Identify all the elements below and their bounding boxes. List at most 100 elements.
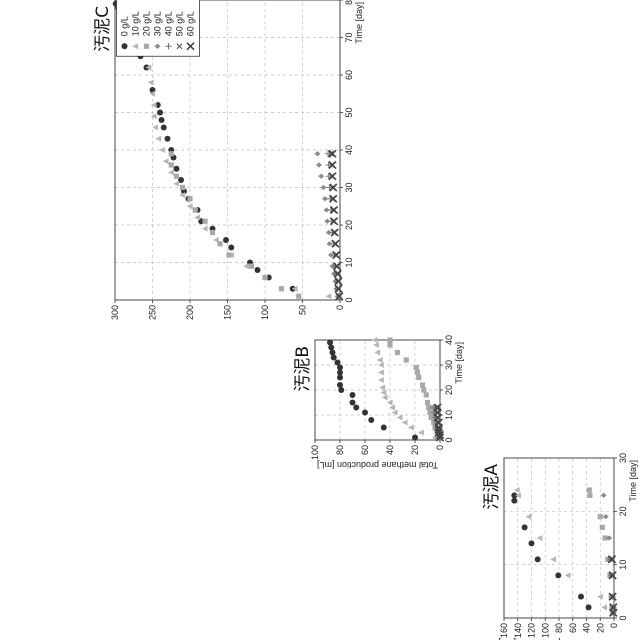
data-point xyxy=(522,524,528,530)
data-point xyxy=(223,237,229,243)
data-point xyxy=(418,430,424,436)
data-point xyxy=(193,207,198,212)
data-point xyxy=(586,604,592,610)
data-point xyxy=(350,400,356,406)
y-tick-label: 20 xyxy=(595,623,605,633)
data-point xyxy=(374,350,380,356)
panel-title: 汚泥A xyxy=(482,464,502,510)
data-point xyxy=(159,147,165,153)
data-point xyxy=(598,514,603,519)
x-tick-label: 20 xyxy=(344,220,354,230)
data-point xyxy=(316,162,322,167)
data-point xyxy=(378,370,384,376)
y-axis-label: Total methane production [mL] xyxy=(317,460,438,470)
x-tick-label: 10 xyxy=(344,257,354,267)
data-point xyxy=(414,365,419,370)
data-point xyxy=(337,382,343,388)
legend-label: 30 g/L xyxy=(153,11,163,36)
y-tick-label: 60 xyxy=(568,623,578,633)
data-point xyxy=(535,556,541,562)
data-point xyxy=(387,342,392,347)
y-tick-label: 300 xyxy=(110,305,120,320)
data-point xyxy=(152,125,158,131)
legend-label: 50 g/L xyxy=(175,11,185,36)
data-point xyxy=(511,498,517,504)
x-tick-label: 70 xyxy=(344,32,354,42)
data-point xyxy=(157,110,163,116)
series-10-g-L xyxy=(372,337,438,441)
x-tick-label: 50 xyxy=(344,107,354,117)
y-tick-label: 250 xyxy=(148,305,158,320)
data-point xyxy=(408,425,414,431)
y-tick-label: 150 xyxy=(223,305,233,320)
data-point xyxy=(169,162,174,167)
y-tick-label: 200 xyxy=(185,305,195,320)
data-point xyxy=(243,263,249,269)
data-point xyxy=(318,174,324,179)
x-axis-label: Time [day] xyxy=(454,342,464,384)
data-point xyxy=(327,340,333,346)
data-point xyxy=(226,252,231,257)
data-point xyxy=(202,226,208,232)
panel-title: 汚泥C xyxy=(93,6,113,52)
data-point xyxy=(601,604,607,610)
data-point xyxy=(537,535,543,541)
data-point xyxy=(387,400,393,406)
data-point xyxy=(601,493,607,498)
data-point xyxy=(159,117,165,123)
x-tick-label: 40 xyxy=(344,145,354,155)
data-point xyxy=(338,387,344,393)
data-point xyxy=(404,357,409,362)
legend-label: 60 g/L xyxy=(186,11,196,36)
panel-3: 01020304050607080050100150200250300Time … xyxy=(93,0,364,320)
y-tick-label: 0 xyxy=(335,305,345,310)
x-tick-label: 30 xyxy=(344,182,354,192)
legend-label: 0 g/L xyxy=(120,16,130,36)
data-point xyxy=(555,572,561,578)
data-point xyxy=(262,275,267,280)
data-point xyxy=(424,392,429,397)
legend: 0 g/L10 g/L20 g/L30 g/L40 g/L50 g/L60 g/… xyxy=(117,0,200,56)
x-tick-label: 0 xyxy=(618,615,628,620)
legend-label: 10 g/L xyxy=(131,11,141,36)
data-point xyxy=(377,357,383,363)
data-point xyxy=(387,337,392,342)
data-point xyxy=(335,360,341,366)
data-point xyxy=(565,572,571,578)
data-point xyxy=(587,493,592,498)
x-tick-label: 80 xyxy=(344,0,354,5)
data-point xyxy=(550,556,556,562)
legend-label: 20 g/L xyxy=(142,11,152,36)
data-point xyxy=(210,230,215,235)
series-10-g-L xyxy=(514,487,607,610)
y-tick-label: 40 xyxy=(385,445,395,455)
data-point xyxy=(202,219,207,224)
data-point xyxy=(362,410,368,416)
legend-marker xyxy=(144,44,149,49)
x-tick-label: 10 xyxy=(444,410,454,420)
series-10-g-L xyxy=(144,50,331,300)
data-point xyxy=(228,245,234,251)
x-tick-label: 20 xyxy=(618,506,628,516)
data-point xyxy=(165,136,171,142)
data-point xyxy=(378,362,384,368)
data-point xyxy=(279,286,284,291)
legend-marker xyxy=(122,43,128,49)
x-axis-label: Time [day] xyxy=(354,2,364,44)
x-tick-label: 0 xyxy=(444,437,454,442)
data-point xyxy=(514,487,520,493)
y-tick-label: 80 xyxy=(335,445,345,455)
y-tick-label: 140 xyxy=(513,623,523,638)
data-point xyxy=(326,293,332,299)
x-tick-label: 60 xyxy=(344,70,354,80)
data-point xyxy=(350,392,356,398)
data-point xyxy=(379,385,385,391)
data-point xyxy=(392,410,398,416)
data-point xyxy=(174,166,180,172)
series-0-g-L xyxy=(511,492,591,610)
data-point xyxy=(322,196,328,201)
series-0-g-L xyxy=(327,340,418,441)
y-tick-label: 60 xyxy=(360,445,370,455)
